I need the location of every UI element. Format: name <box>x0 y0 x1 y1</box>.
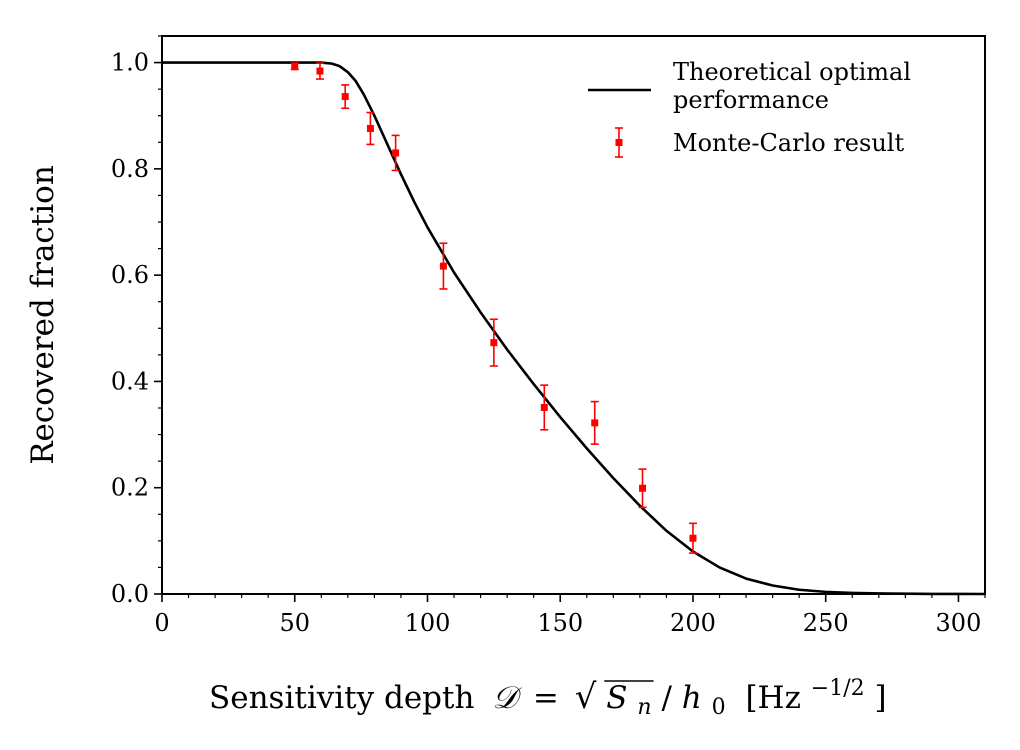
x-axis-label: Sensitivity depth 𝒟 = √ S n / h 0 [Hz −1… <box>209 667 887 722</box>
mc-data-point <box>590 400 599 445</box>
x-axis-label-text: Sensitivity depth <box>209 680 474 716</box>
x-tick-label: 100 <box>405 609 451 637</box>
y-tick-label: 0.2 <box>111 474 149 502</box>
x-tick-label: 0 <box>154 609 169 637</box>
x-axis-label-sn-sub: n <box>637 695 651 720</box>
y-tick-label: 0.6 <box>111 261 149 289</box>
x-axis-label-equals: = <box>533 680 559 716</box>
x-axis-label-symbol: 𝒟 <box>492 680 522 716</box>
x-axis-label-h-sub: 0 <box>712 695 726 720</box>
mc-marker <box>341 93 349 101</box>
y-tick-label: 1.0 <box>111 49 149 77</box>
x-tick-label: 300 <box>936 609 982 637</box>
mc-data-point <box>688 522 697 554</box>
x-axis-label-unit-exp: −1/2 <box>811 676 865 701</box>
legend-errorbar-swatch <box>615 127 623 158</box>
mc-data-point <box>315 62 324 80</box>
y-tick-label: 0.8 <box>111 155 149 183</box>
mc-marker <box>591 419 599 427</box>
x-tick-label: 250 <box>803 609 849 637</box>
x-axis-label-sn: S <box>606 680 627 716</box>
legend-theory-label-line1: Theoretical optimal <box>673 58 911 86</box>
mc-marker <box>316 67 324 75</box>
x-axis-label-unit: [Hz <box>745 680 800 716</box>
mc-data-point <box>439 242 448 290</box>
mc-data-point <box>290 62 299 71</box>
y-axis-label: Recovered fraction <box>25 165 61 465</box>
mc-marker <box>291 62 299 70</box>
mc-marker <box>439 262 447 270</box>
theoretical-curve <box>162 61 986 596</box>
mc-marker <box>689 534 697 542</box>
mc-marker <box>639 484 647 492</box>
plot-area <box>162 61 986 596</box>
axes-ticks: 0 50 100 150 200 250 300 0.0 0.2 0.4 0.6 0.8 1.0 <box>111 35 986 637</box>
plot-frame <box>161 35 986 595</box>
x-tick-label: 50 <box>279 609 310 637</box>
mc-data-point <box>341 84 350 110</box>
mc-data-point <box>391 134 400 172</box>
mc-data-point <box>366 111 375 146</box>
x-axis-label-unit-close: ] <box>874 680 886 716</box>
mc-marker <box>540 403 548 411</box>
y-tick-label: 0.0 <box>111 580 149 608</box>
x-tick-label: 150 <box>537 609 583 637</box>
mc-data-point <box>540 384 549 431</box>
legend-theory-label-line2: performance <box>673 86 829 114</box>
x-axis-label-divide: / <box>661 680 672 716</box>
mc-marker <box>366 124 374 132</box>
legend-mc-label: Monte-Carlo result <box>673 129 904 157</box>
monte-carlo-points <box>290 62 697 554</box>
mc-data-point <box>638 468 647 509</box>
mc-marker <box>392 149 400 157</box>
y-tick-label: 0.4 <box>111 367 149 395</box>
mc-data-point <box>489 318 498 367</box>
x-axis-label-h: h <box>682 680 702 716</box>
legend: Theoretical optimal performance Monte-Ca… <box>588 58 911 158</box>
mc-marker <box>490 339 498 347</box>
x-tick-label: 200 <box>670 609 716 637</box>
